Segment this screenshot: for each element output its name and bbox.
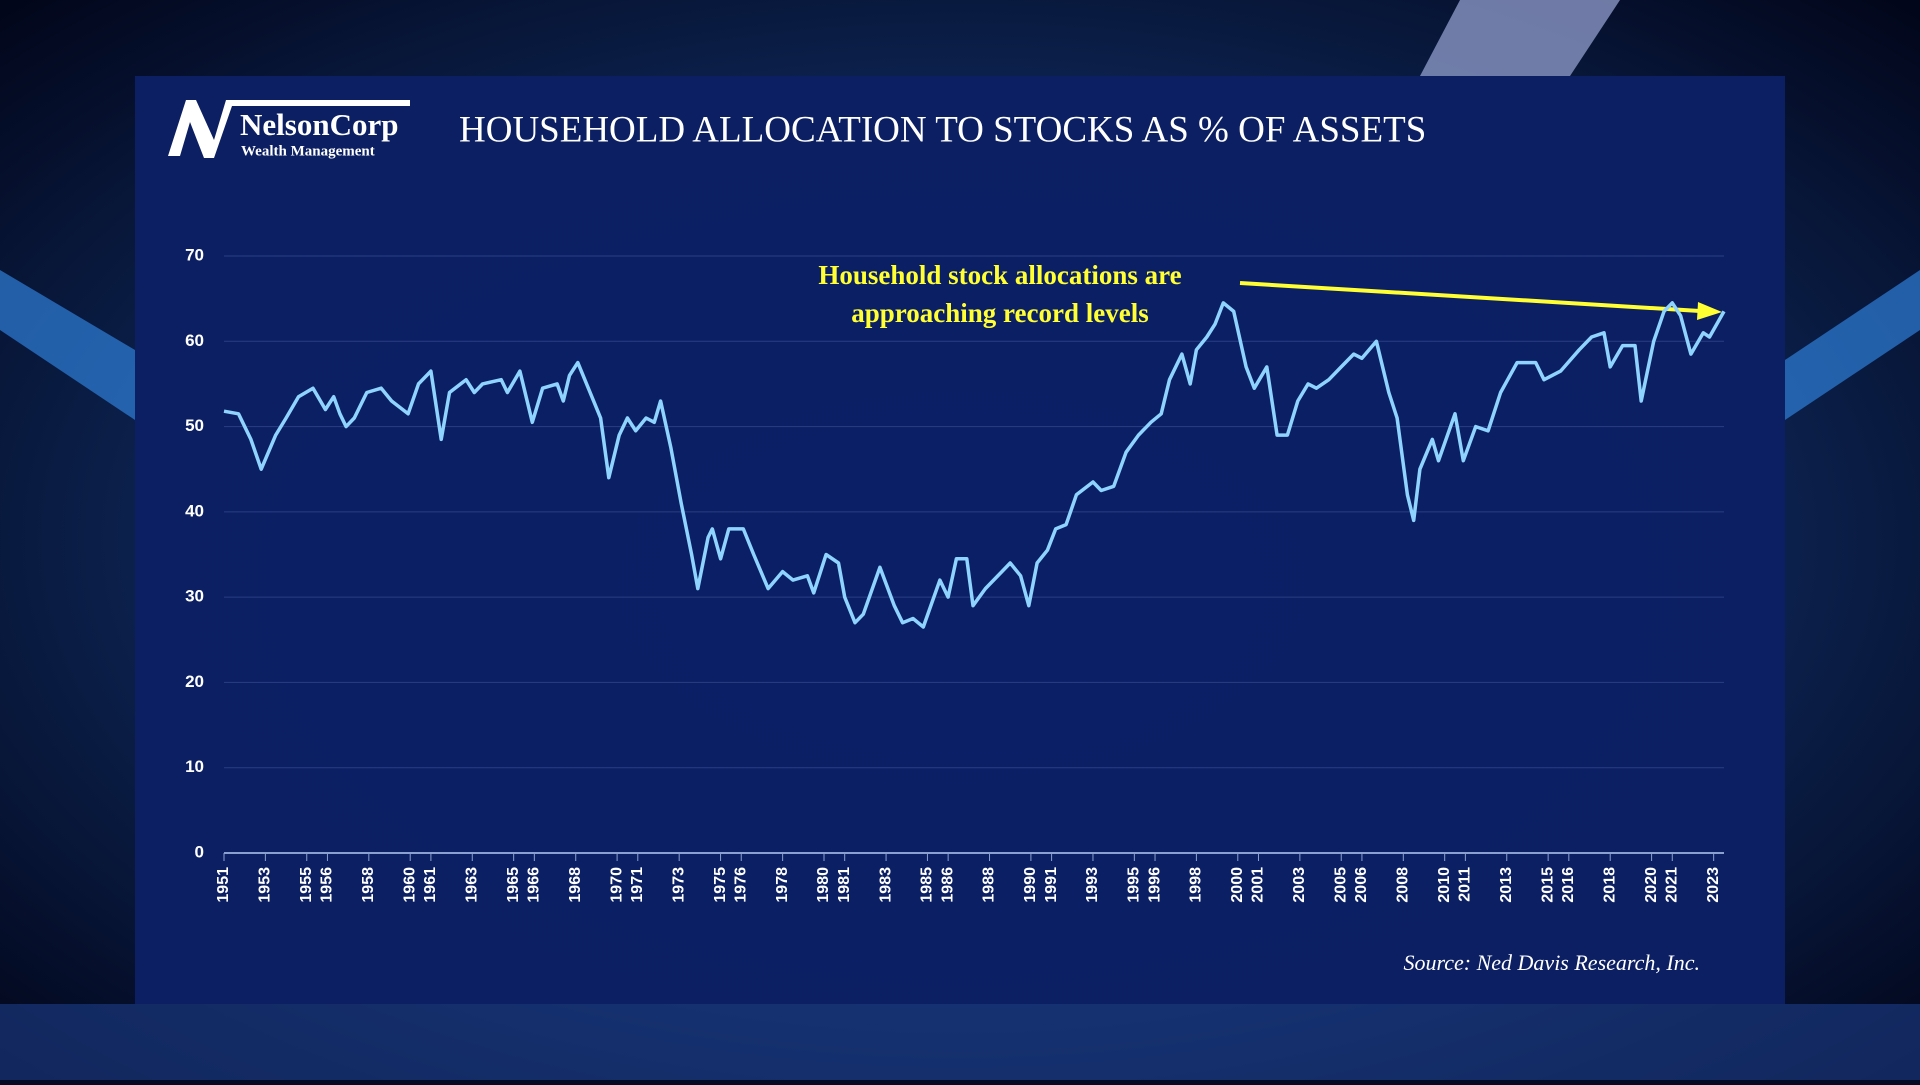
y-tick-label: 10 [185, 757, 204, 776]
x-tick-label: 2020 [1643, 867, 1660, 903]
x-tick-label: 1975 [712, 867, 729, 903]
x-tick-label: 1993 [1084, 867, 1101, 903]
logo-tagline: Wealth Management [241, 143, 375, 159]
x-tick-label: 1961 [422, 867, 439, 903]
annotation-arrowhead [1697, 302, 1722, 320]
annotation-arrow [1239, 281, 1701, 313]
x-tick-label: 2018 [1601, 867, 1618, 903]
y-tick-label: 20 [185, 672, 204, 691]
y-tick-label: 60 [185, 331, 204, 350]
panel [135, 76, 1785, 1004]
x-tick-label: 1990 [1022, 867, 1039, 903]
x-tick-label: 1983 [877, 867, 894, 903]
y-tick-label: 70 [185, 245, 204, 264]
x-tick-label: 1960 [401, 867, 418, 903]
x-tick-label: 1985 [919, 867, 936, 903]
x-tick-label: 2000 [1229, 867, 1246, 903]
x-tick-label: 2008 [1395, 867, 1412, 903]
annotation: approaching record levels [851, 298, 1149, 328]
x-tick-label: 1981 [836, 867, 853, 903]
logo-mark [168, 100, 410, 158]
x-tick-label: 1991 [1043, 867, 1060, 903]
x-tick-label: 2006 [1353, 867, 1370, 903]
x-tick-label: 1970 [608, 867, 625, 903]
x-tick-label: 2015 [1539, 867, 1556, 903]
x-tick-label: 2010 [1436, 867, 1453, 903]
x-tick-label: 1976 [732, 867, 749, 903]
x-tick-label: 1995 [1126, 867, 1143, 903]
logo: NelsonCorp Wealth Management [168, 100, 410, 159]
x-tick-label: 2013 [1498, 867, 1515, 903]
x-tick-label: 1973 [670, 867, 687, 903]
x-tick-label: 1958 [360, 867, 377, 903]
x-tick-label: 1968 [567, 867, 584, 903]
x-tick-label: 2016 [1560, 867, 1577, 903]
x-tick-label: 1951 [215, 867, 232, 903]
x-tick-label: 2021 [1663, 867, 1680, 903]
decor [0, 270, 135, 420]
y-tick-label: 0 [195, 842, 204, 861]
y-tick-label: 50 [185, 416, 204, 435]
x-tick-label: 2011 [1457, 867, 1474, 902]
x-tick-label: 1956 [319, 867, 336, 903]
x-tick-label: 1971 [629, 867, 646, 903]
x-tick-label: 1955 [298, 867, 315, 903]
y-tick-label: 30 [185, 587, 204, 606]
x-tick-label: 2023 [1705, 867, 1722, 903]
decor [1420, 0, 1620, 76]
x-tick-label: 1978 [774, 867, 791, 903]
annotation: Household stock allocations are [818, 260, 1181, 290]
decor [1785, 270, 1920, 420]
x-tick-label: 1965 [505, 867, 522, 903]
x-tick-label: 1998 [1188, 867, 1205, 903]
y-tick-label: 40 [185, 501, 204, 520]
x-tick-label: 1980 [815, 867, 832, 903]
data-line [223, 301, 1726, 629]
logo-name: NelsonCorp [240, 107, 398, 142]
x-tick-label: 1986 [939, 867, 956, 903]
x-tick-label: 1988 [981, 867, 998, 903]
x-tick-label: 2001 [1250, 867, 1267, 903]
x-tick-label: 1963 [463, 867, 480, 903]
x-tick-label: 2003 [1291, 867, 1308, 903]
x-tick-label: 1966 [526, 867, 543, 903]
x-tick-label: 2005 [1332, 867, 1349, 903]
x-tick-label: 1953 [257, 867, 274, 903]
source: Source: Ned Davis Research, Inc. [1404, 950, 1701, 975]
x-tick-label: 1996 [1146, 867, 1163, 903]
decor [0, 1004, 1920, 1080]
chart-title: HOUSEHOLD ALLOCATION TO STOCKS AS % OF A… [459, 109, 1426, 150]
